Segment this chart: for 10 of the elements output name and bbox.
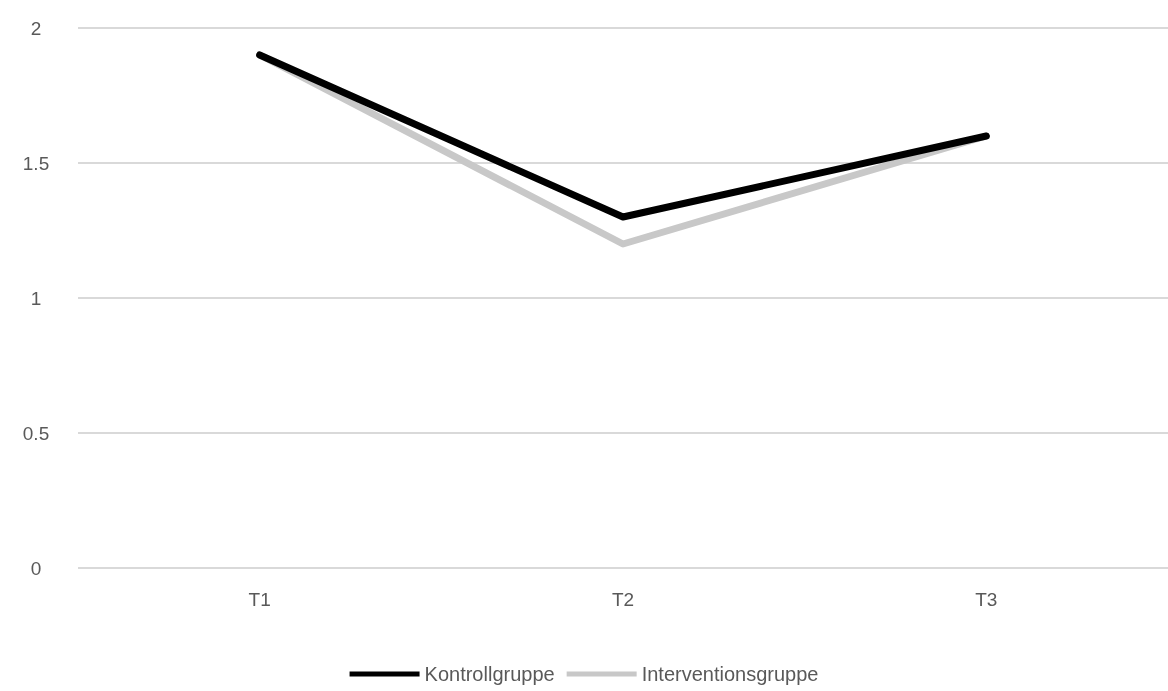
x-tick-label: T3 [975, 589, 998, 610]
y-tick-label: 1 [30, 287, 42, 309]
y-tick-label: 0 [30, 557, 42, 579]
x-tick-label: T1 [248, 589, 271, 610]
x-tick-label: T2 [611, 589, 635, 610]
legend-label: Kontrollgruppe [424, 663, 555, 685]
legend-label: Interventionsgruppe [641, 663, 819, 685]
y-tick-label: 0.5 [22, 422, 50, 444]
y-tick-label: 2 [30, 17, 42, 39]
y-tick-label: 1.5 [22, 152, 50, 174]
